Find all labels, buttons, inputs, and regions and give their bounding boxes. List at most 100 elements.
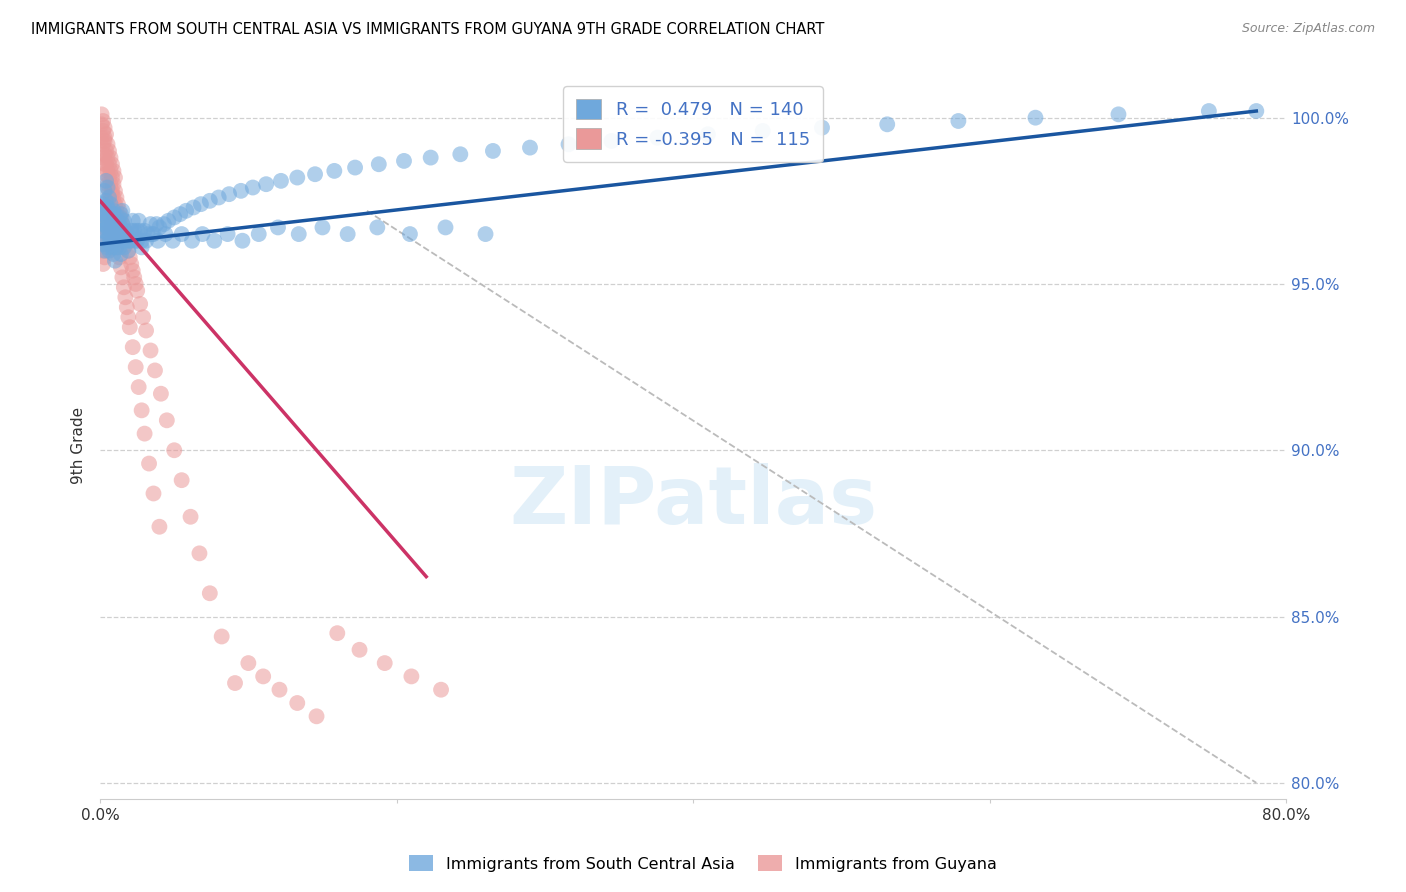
Point bbox=[91, 217, 114, 231]
Point bbox=[134, 426, 156, 441]
Point bbox=[174, 203, 197, 218]
Point bbox=[100, 224, 122, 238]
Point bbox=[91, 257, 114, 271]
Point bbox=[91, 137, 114, 152]
Point bbox=[117, 244, 139, 258]
Point bbox=[202, 234, 225, 248]
Point bbox=[98, 217, 121, 231]
Point bbox=[323, 164, 346, 178]
Point bbox=[93, 184, 115, 198]
Point bbox=[349, 642, 371, 657]
Point bbox=[101, 184, 124, 198]
Point bbox=[557, 137, 579, 152]
Point bbox=[94, 214, 117, 228]
Point bbox=[103, 203, 125, 218]
Point bbox=[121, 227, 143, 241]
Point bbox=[111, 203, 134, 218]
Point bbox=[110, 211, 132, 225]
Y-axis label: 9th Grade: 9th Grade bbox=[72, 407, 86, 483]
Point bbox=[118, 234, 141, 248]
Point bbox=[98, 227, 121, 241]
Point bbox=[120, 224, 142, 238]
Point bbox=[96, 201, 118, 215]
Point bbox=[107, 234, 129, 248]
Point bbox=[287, 227, 309, 241]
Point bbox=[117, 310, 139, 325]
Point bbox=[269, 682, 291, 697]
Point bbox=[285, 696, 308, 710]
Point bbox=[108, 217, 131, 231]
Point bbox=[401, 669, 423, 683]
Point bbox=[434, 220, 457, 235]
Point bbox=[367, 157, 389, 171]
Point bbox=[267, 220, 290, 235]
Point bbox=[128, 214, 150, 228]
Point bbox=[1024, 111, 1046, 125]
Point bbox=[120, 257, 142, 271]
Point bbox=[104, 170, 127, 185]
Point bbox=[110, 224, 132, 238]
Point bbox=[103, 177, 125, 191]
Point bbox=[114, 290, 136, 304]
Point bbox=[285, 170, 308, 185]
Point bbox=[217, 227, 239, 241]
Point bbox=[153, 217, 176, 231]
Point bbox=[198, 586, 221, 600]
Point bbox=[91, 124, 114, 138]
Point bbox=[101, 217, 124, 231]
Point bbox=[135, 234, 157, 248]
Point bbox=[107, 197, 129, 211]
Point bbox=[108, 203, 131, 218]
Point bbox=[104, 224, 127, 238]
Point bbox=[98, 201, 121, 215]
Point bbox=[519, 140, 541, 154]
Point bbox=[112, 240, 135, 254]
Point bbox=[104, 207, 127, 221]
Point bbox=[117, 244, 139, 258]
Point bbox=[169, 207, 191, 221]
Point bbox=[98, 157, 121, 171]
Point bbox=[238, 656, 260, 670]
Point bbox=[103, 234, 125, 248]
Point bbox=[449, 147, 471, 161]
Point bbox=[129, 224, 152, 238]
Text: IMMIGRANTS FROM SOUTH CENTRAL ASIA VS IMMIGRANTS FROM GUYANA 9TH GRADE CORRELATI: IMMIGRANTS FROM SOUTH CENTRAL ASIA VS IM… bbox=[31, 22, 824, 37]
Point bbox=[131, 240, 153, 254]
Point bbox=[114, 224, 136, 238]
Point bbox=[93, 147, 115, 161]
Point bbox=[104, 234, 127, 248]
Point bbox=[94, 214, 117, 228]
Text: Source: ZipAtlas.com: Source: ZipAtlas.com bbox=[1241, 22, 1375, 36]
Point bbox=[93, 224, 115, 238]
Point bbox=[181, 234, 204, 248]
Point bbox=[1107, 107, 1129, 121]
Point bbox=[180, 509, 202, 524]
Legend: R =  0.479   N = 140, R = -0.395   N =  115: R = 0.479 N = 140, R = -0.395 N = 115 bbox=[564, 86, 823, 162]
Point bbox=[100, 224, 122, 238]
Point bbox=[115, 300, 138, 314]
Point bbox=[108, 240, 131, 254]
Point bbox=[252, 669, 274, 683]
Point bbox=[100, 194, 122, 208]
Point bbox=[647, 130, 669, 145]
Point bbox=[96, 220, 118, 235]
Point bbox=[96, 220, 118, 235]
Point bbox=[125, 234, 148, 248]
Point bbox=[156, 413, 179, 427]
Point bbox=[125, 360, 148, 375]
Point bbox=[751, 124, 773, 138]
Point bbox=[90, 107, 112, 121]
Point bbox=[1246, 103, 1268, 118]
Point bbox=[101, 187, 124, 202]
Point bbox=[211, 630, 233, 644]
Point bbox=[94, 174, 117, 188]
Point bbox=[94, 234, 117, 248]
Point bbox=[91, 201, 114, 215]
Point bbox=[101, 157, 124, 171]
Point bbox=[811, 120, 834, 135]
Point bbox=[91, 237, 114, 252]
Point bbox=[105, 230, 128, 244]
Point bbox=[231, 234, 253, 248]
Point bbox=[127, 284, 149, 298]
Point bbox=[100, 234, 122, 248]
